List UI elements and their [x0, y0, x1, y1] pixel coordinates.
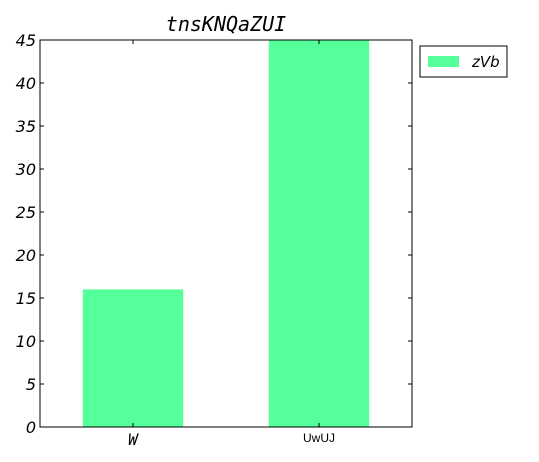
legend-label: zVb — [471, 53, 500, 71]
ytick-label: 30 — [16, 160, 36, 179]
ytick-label: 20 — [16, 246, 36, 265]
ytick-label: 10 — [16, 332, 36, 351]
plot-area: 0 5 10 15 20 25 30 35 40 45 W UwUJ — [16, 31, 413, 449]
xtick-label: W — [128, 430, 139, 449]
axes-frame — [39, 39, 413, 428]
ytick-label: 45 — [16, 31, 36, 50]
ytick-label: 15 — [16, 289, 36, 308]
xtick-label: UwUJ — [303, 431, 335, 445]
ytick-label: 0 — [26, 418, 36, 437]
chart-title: tnsKNQaZUI — [166, 12, 286, 36]
legend: zVb — [419, 45, 508, 78]
ytick-label: 5 — [26, 375, 36, 394]
ytick-label: 40 — [16, 74, 36, 93]
bar-w — [82, 289, 184, 427]
ytick-label: 35 — [16, 117, 36, 136]
legend-swatch — [428, 56, 459, 67]
bar-uwuj — [268, 40, 370, 427]
ytick-label: 25 — [16, 203, 36, 222]
